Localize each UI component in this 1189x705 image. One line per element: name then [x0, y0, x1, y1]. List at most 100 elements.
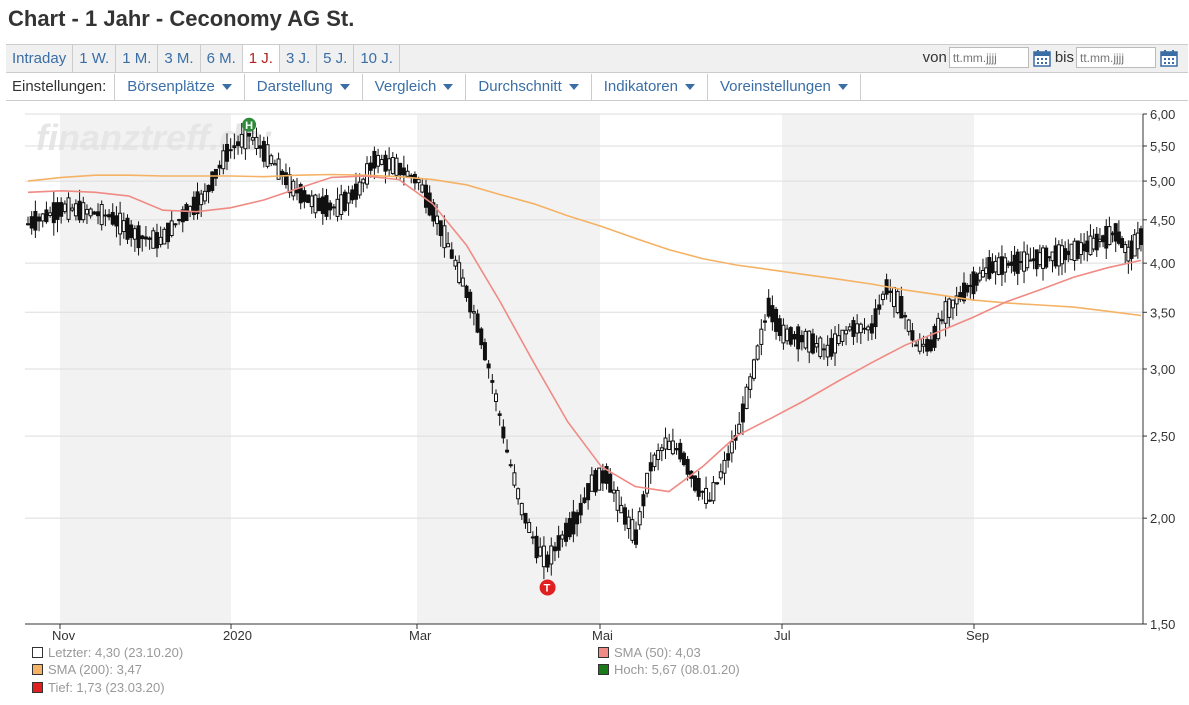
settings-menu-4[interactable]: Indikatoren — [592, 74, 708, 100]
candle — [132, 228, 137, 240]
candle — [70, 207, 75, 211]
candle — [589, 474, 594, 492]
candle — [980, 270, 985, 278]
candle — [932, 325, 937, 348]
candle — [1018, 261, 1023, 264]
candle — [1037, 252, 1042, 266]
tab-period-3[interactable]: 3 M. — [158, 45, 201, 72]
candle — [143, 236, 148, 240]
candle — [335, 198, 340, 217]
candle — [512, 472, 517, 486]
candle — [626, 516, 631, 530]
candle — [1003, 257, 1008, 273]
candle — [1126, 246, 1131, 262]
von-date-input[interactable] — [948, 47, 1029, 68]
candle — [490, 380, 495, 383]
candle — [121, 220, 126, 233]
calendar-icon[interactable] — [1033, 49, 1051, 67]
candle — [921, 343, 926, 347]
candle — [740, 403, 745, 423]
candle — [1113, 223, 1118, 242]
candle — [250, 137, 255, 141]
tab-period-0[interactable]: Intraday — [6, 45, 74, 72]
candle — [118, 212, 123, 235]
tab-period-7[interactable]: 5 J. — [317, 45, 355, 72]
settings-bar: Einstellungen: Börsenplätze Darstellung Ve… — [6, 74, 1188, 101]
candle — [950, 299, 955, 309]
candle — [162, 228, 167, 245]
candle — [645, 472, 650, 494]
y-tick-label: 2,00 — [1150, 511, 1175, 526]
candle — [1028, 259, 1033, 262]
settings-menu-1[interactable]: Darstellung — [245, 74, 363, 100]
candle — [247, 132, 252, 137]
candle — [1025, 253, 1030, 269]
candle — [40, 213, 45, 222]
candle — [1072, 240, 1077, 261]
candle — [604, 466, 609, 484]
candle — [928, 339, 933, 352]
candle — [648, 462, 653, 472]
candle — [239, 133, 244, 148]
candle — [608, 473, 613, 493]
candle — [1034, 249, 1039, 270]
tab-period-1[interactable]: 1 W. — [73, 45, 117, 72]
settings-menu-0[interactable]: Börsenplätze — [115, 74, 245, 100]
candle — [977, 272, 982, 281]
tab-period-5[interactable]: 1 J. — [242, 45, 280, 72]
candle — [453, 259, 458, 267]
candle — [213, 168, 218, 179]
candle — [346, 192, 351, 204]
candle — [217, 164, 222, 169]
candle — [1031, 258, 1036, 262]
candle — [663, 437, 668, 450]
tab-period-8[interactable]: 10 J. — [354, 45, 400, 72]
candle — [748, 376, 753, 390]
candle — [442, 225, 447, 249]
sma50-line — [27, 175, 1142, 493]
candle — [1006, 262, 1011, 266]
calendar-icon[interactable] — [1160, 49, 1178, 67]
candle — [939, 319, 944, 322]
candle — [236, 141, 241, 147]
candle — [416, 179, 421, 184]
tab-period-6[interactable]: 3 J. — [280, 45, 318, 72]
legend-sma50-text: SMA (50): 4,03 — [614, 645, 701, 660]
tab-period-4[interactable]: 6 M. — [201, 45, 243, 72]
candle — [910, 330, 915, 341]
candle — [1063, 248, 1068, 261]
candle — [670, 440, 675, 455]
candle — [925, 338, 930, 352]
candle — [479, 328, 484, 346]
candle — [700, 490, 705, 493]
tab-period-2[interactable]: 1 M. — [116, 45, 159, 72]
candle — [877, 304, 882, 310]
candle — [1078, 242, 1083, 256]
candle — [1047, 256, 1052, 259]
candle — [523, 512, 528, 524]
candle — [37, 216, 42, 222]
candle — [541, 545, 546, 568]
settings-menu-2[interactable]: Vergleich — [363, 74, 467, 100]
candle — [1091, 237, 1096, 250]
candle — [1053, 245, 1058, 267]
candle — [107, 214, 112, 218]
candle — [177, 219, 182, 222]
candle — [615, 489, 620, 511]
candle — [1097, 238, 1102, 242]
candle — [858, 323, 863, 334]
settings-menu-5[interactable]: Voreinstellungen — [708, 74, 861, 100]
candle — [420, 184, 425, 193]
candle — [560, 534, 565, 540]
candle — [774, 308, 779, 332]
settings-menu-3[interactable]: Durchschnitt — [466, 74, 592, 100]
candle — [169, 220, 174, 236]
candle — [81, 202, 86, 221]
candle — [906, 319, 911, 332]
legend-swatch — [32, 647, 43, 658]
candle — [943, 301, 948, 324]
candle — [895, 291, 900, 314]
legend-swatch — [32, 664, 43, 675]
bis-date-input[interactable] — [1076, 47, 1156, 68]
